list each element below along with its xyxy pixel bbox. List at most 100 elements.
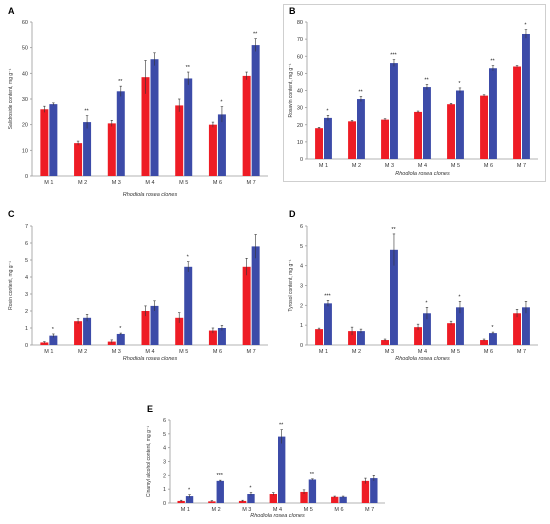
x-axis-title-b: Rhodiola rosea clones (395, 171, 450, 177)
bar-e-blue-4 (278, 436, 286, 503)
x-tick-label-e: M 1 (181, 507, 190, 513)
bar-b-blue-2 (357, 99, 365, 159)
bar-e-blue-2 (216, 480, 224, 503)
bar-b-red-5 (447, 104, 455, 159)
bar-e-red-1 (177, 500, 185, 503)
x-tick-label-d: M 1 (319, 349, 328, 355)
bar-b-red-2 (348, 121, 356, 159)
y-tick-label-d: 1 (300, 323, 303, 329)
x-tick-label-a: M 2 (78, 180, 87, 186)
bar-b-blue-7 (522, 33, 530, 159)
bar-d-blue-3 (390, 249, 398, 345)
bar-d-blue-1 (324, 303, 332, 345)
significance-mark-b: ** (424, 78, 429, 84)
bar-c-blue-3 (116, 333, 125, 345)
significance-mark-e: ** (279, 423, 284, 429)
bar-b-red-7 (513, 66, 521, 159)
panel-label-b: B (289, 6, 296, 16)
bar-e-red-4 (269, 494, 277, 503)
bar-e-red-6 (331, 496, 339, 503)
x-tick-label-c: M 1 (44, 349, 53, 355)
x-tick-label-a: M 1 (44, 180, 53, 186)
bar-c-blue-4 (150, 305, 159, 345)
x-tick-label-e: M 6 (334, 507, 343, 513)
y-axis-title-d: Tyrosol content, mg g⁻¹ (288, 259, 294, 311)
x-tick-label-a: M 7 (247, 180, 256, 186)
bar-b-blue-3 (390, 63, 398, 159)
y-tick-label-b: 30 (297, 106, 303, 112)
significance-mark-c: * (187, 255, 190, 261)
x-tick-label-b: M 2 (352, 163, 361, 169)
x-tick-label-d: M 5 (451, 349, 460, 355)
y-tick-label-d: 4 (300, 264, 303, 270)
bar-e-blue-6 (339, 496, 347, 503)
y-tick-label-a: 40 (22, 71, 28, 77)
y-tick-label-c: 4 (25, 275, 28, 281)
significance-mark-d: ** (391, 227, 396, 233)
significance-mark-e: * (249, 486, 252, 492)
y-tick-label-c: 7 (25, 224, 28, 230)
bar-a-red-7 (242, 75, 251, 176)
y-tick-label-a: 30 (22, 97, 28, 103)
significance-mark-d: *** (324, 293, 331, 299)
significance-mark-e: *** (217, 473, 224, 479)
y-tick-label-a: 10 (22, 148, 28, 154)
x-tick-label-e: M 5 (304, 507, 313, 513)
y-axis-title-a: Salidroside content, mg g⁻¹ (8, 68, 14, 129)
y-tick-label-d: 6 (300, 224, 303, 230)
x-tick-label-e: M 7 (365, 507, 374, 513)
bar-b-blue-5 (456, 90, 464, 159)
bar-c-red-6 (208, 330, 217, 345)
bar-b-red-3 (381, 119, 389, 159)
x-tick-label-a: M 6 (213, 180, 222, 186)
y-tick-label-c: 5 (25, 258, 28, 264)
panel-label-e: E (147, 404, 153, 414)
panel-label-a: A (8, 6, 15, 16)
significance-mark-e: ** (310, 472, 315, 478)
bar-a-red-1 (40, 109, 49, 176)
bar-c-red-7 (242, 266, 251, 345)
bar-c-blue-7 (251, 246, 260, 345)
bar-d-red-2 (348, 331, 356, 345)
x-tick-label-b: M 6 (484, 163, 493, 169)
bar-e-blue-1 (185, 496, 194, 503)
y-tick-label-c: 2 (25, 309, 28, 315)
significance-mark-b: * (524, 23, 527, 29)
significance-mark-a: ** (118, 79, 123, 85)
bar-e-red-5 (300, 491, 308, 503)
x-tick-label-e: M 3 (242, 507, 251, 513)
x-tick-label-b: M 4 (418, 163, 427, 169)
bar-a-blue-6 (217, 114, 226, 176)
bar-a-red-5 (175, 105, 184, 176)
significance-mark-d: * (491, 325, 494, 331)
bar-c-red-2 (74, 321, 83, 345)
x-axis-title-a: Rhodiola rosea clones (123, 192, 178, 198)
y-axis-title-c: Rosin content, mg g⁻¹ (8, 261, 14, 310)
x-axis-title-d: Rhodiola rosea clones (395, 356, 450, 362)
y-tick-label-b: 40 (297, 89, 303, 95)
panel-label-c: C (8, 209, 15, 219)
significance-mark-d: * (425, 300, 428, 306)
significance-mark-b: *** (390, 53, 397, 59)
significance-mark-a: * (220, 100, 223, 106)
x-tick-label-c: M 6 (213, 349, 222, 355)
x-tick-label-e: M 4 (273, 507, 282, 513)
bar-a-blue-2 (83, 122, 92, 176)
y-tick-label-b: 70 (297, 37, 303, 43)
bar-e-red-2 (208, 501, 216, 503)
bar-d-red-5 (447, 323, 455, 345)
significance-mark-a: ** (84, 109, 89, 115)
panel-label-d: D (289, 209, 296, 219)
y-axis-title-b: Rosavin content, mg g⁻¹ (288, 63, 294, 117)
x-tick-label-c: M 2 (78, 349, 87, 355)
x-axis-title-e: Rhodiola rosea clones (250, 513, 305, 519)
bar-b-red-4 (414, 111, 422, 159)
y-tick-label-e: 4 (163, 446, 166, 452)
y-tick-label-b: 10 (297, 140, 303, 146)
bar-e-red-7 (361, 480, 370, 503)
bar-a-blue-7 (251, 45, 260, 176)
x-tick-label-b: M 1 (319, 163, 328, 169)
y-tick-label-c: 6 (25, 241, 28, 247)
bar-b-red-1 (315, 128, 323, 159)
